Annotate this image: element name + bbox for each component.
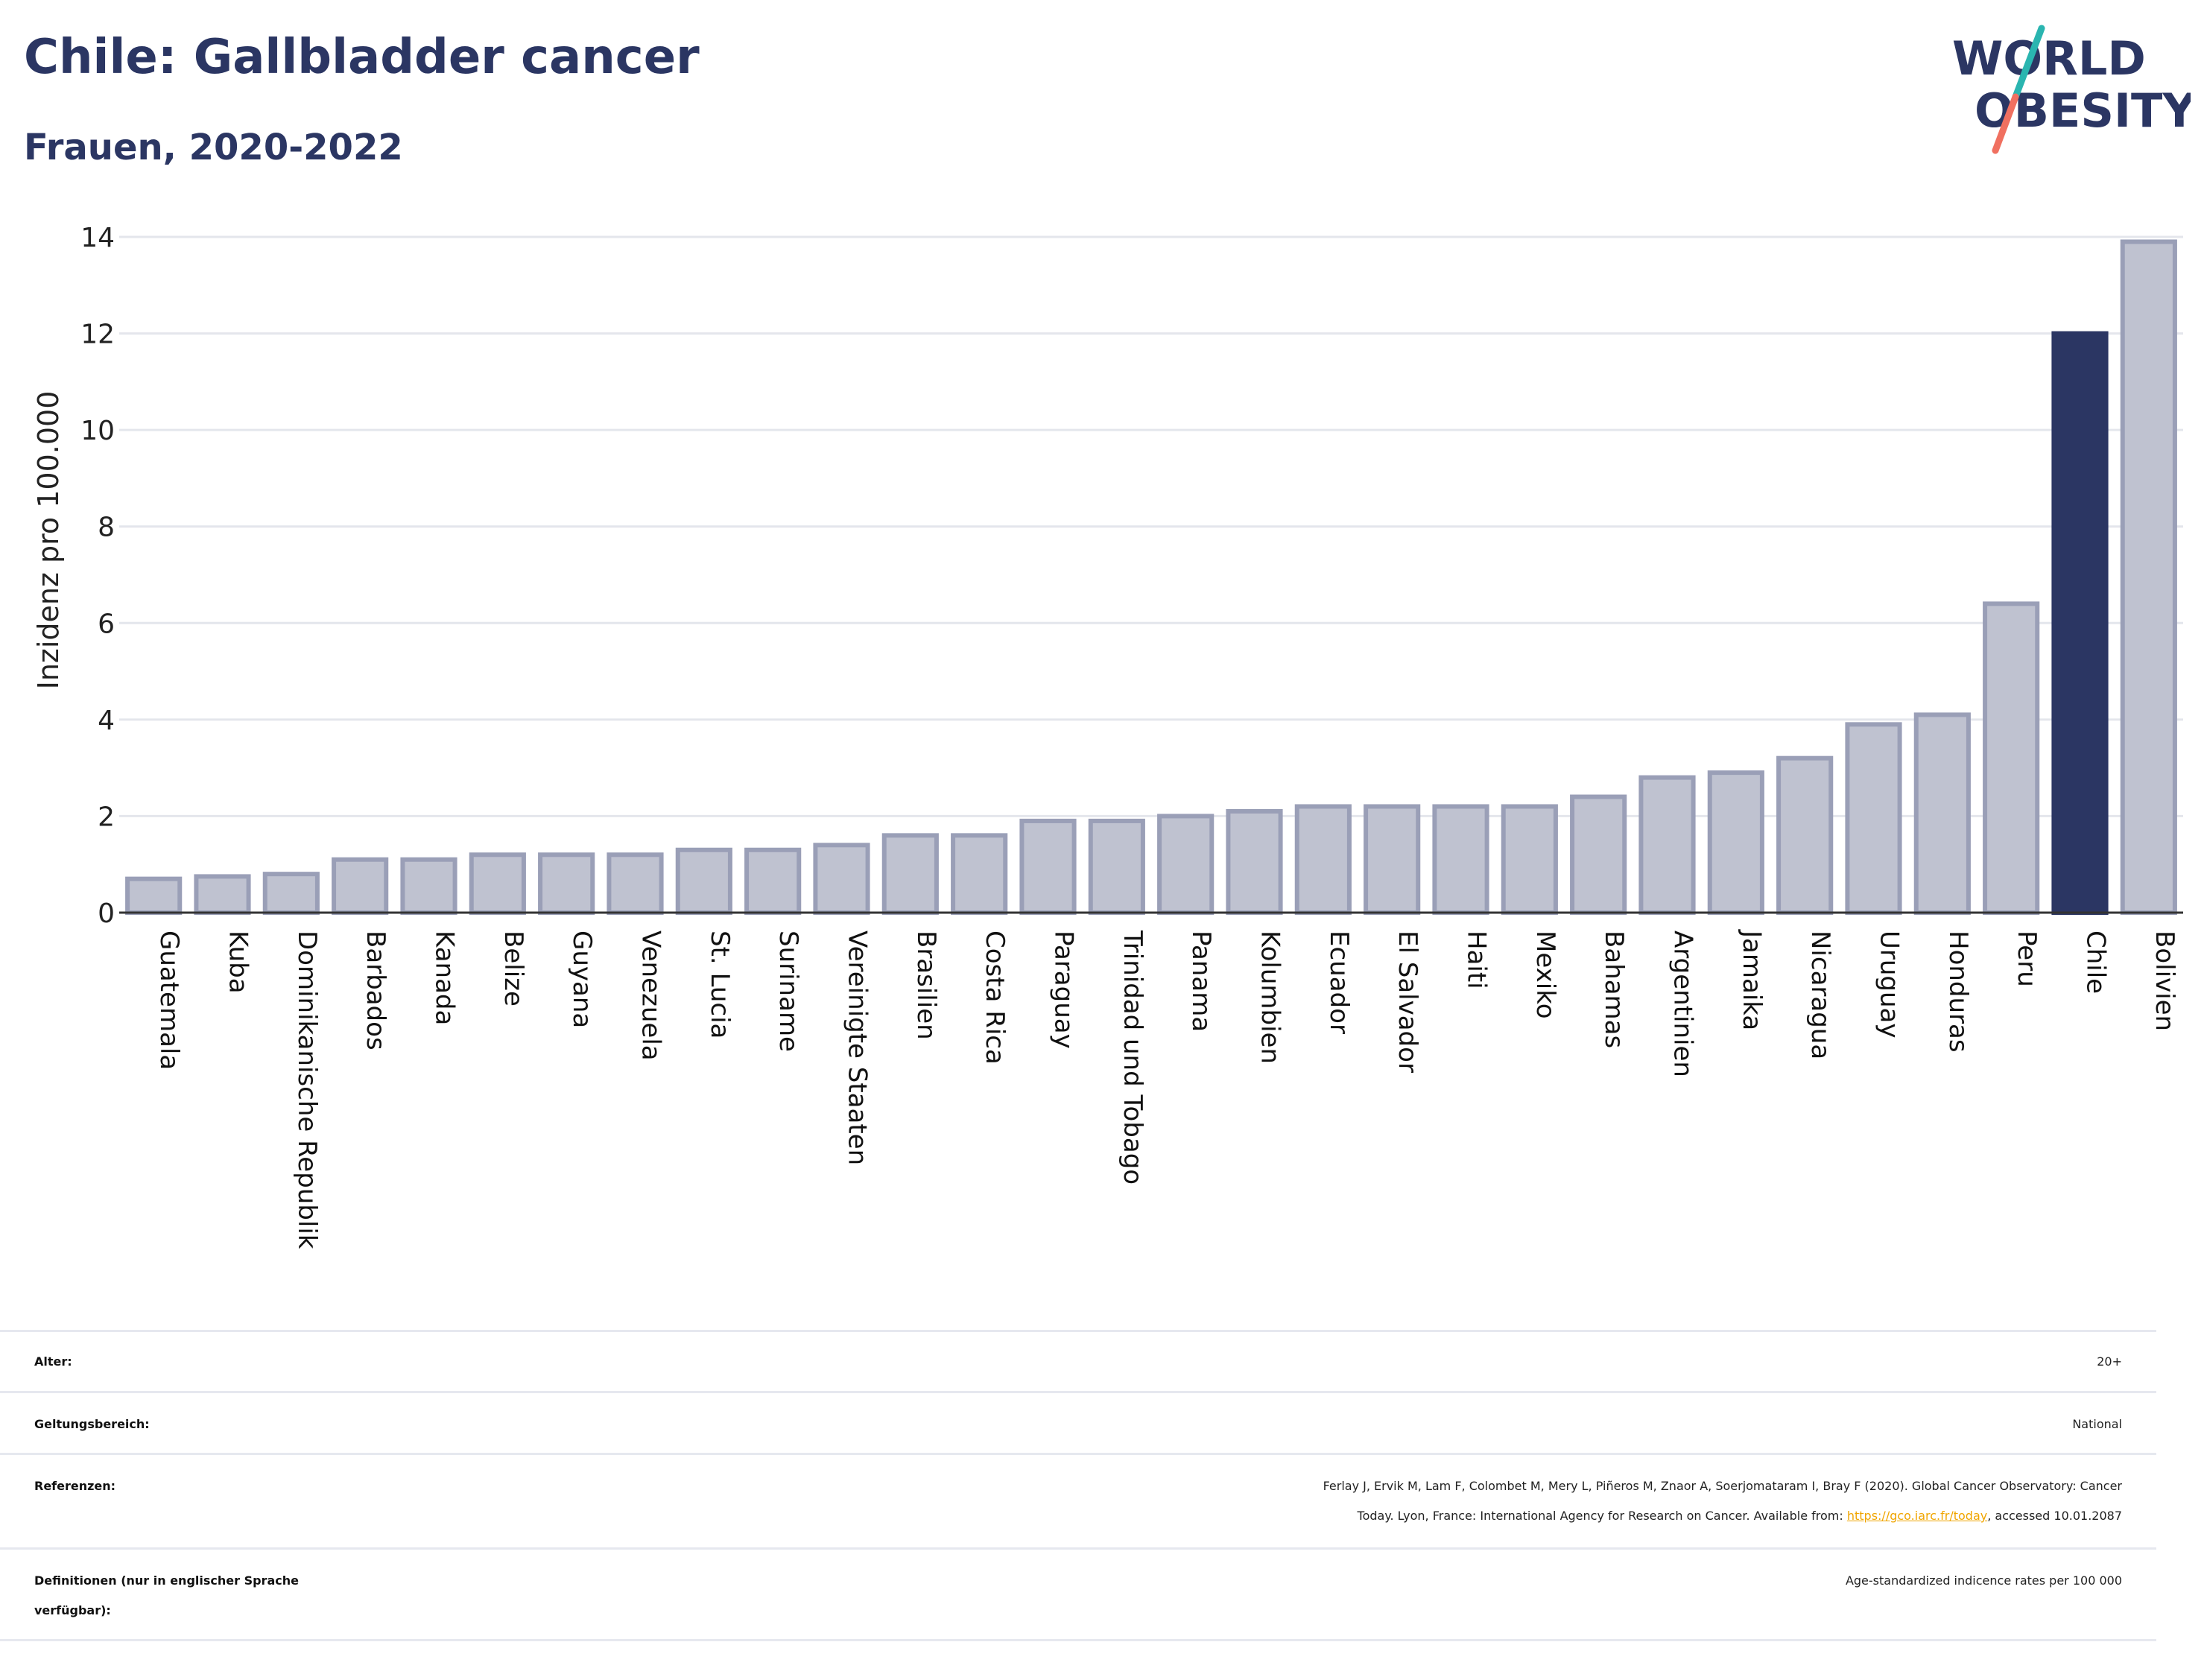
y-tick-label: 4 [98,706,115,736]
bar-barbados [332,857,389,915]
grid-lines [119,235,2183,817]
world-obesity-logo: WORLD OBESITY [1952,25,2191,154]
meta-row-scope: Geltungsbereich: National [0,1391,2156,1453]
y-tick-label: 12 [80,320,115,350]
x-tick-label: Mexiko [1530,931,1560,1019]
x-tick-label: Belize [498,931,528,1007]
bar-haiti [1432,804,1489,915]
bar-st-lucia [675,847,732,915]
bar-ecuador [1294,804,1352,915]
bar-uruguay [1845,722,1902,915]
y-tick-label: 8 [98,513,115,543]
y-tick-label: 10 [80,416,115,446]
bar-costa-rica [951,833,1008,916]
x-tick-label: Kanada [430,931,460,1025]
bar-dominikanische-republik [262,872,320,915]
x-tick-label: Ecuador [1324,931,1354,1034]
bar-kolumbien [1226,808,1283,915]
y-tick-labels: 0 2 4 6 8 10 12 14 [80,223,115,929]
x-tick-label: Guatemala [154,931,184,1070]
bar-mexiko [1501,804,1558,915]
bar-brasilien [881,833,939,916]
chart-subtitle: Frauen, 2020-2022 [24,127,403,168]
x-tick-label: St. Lucia [705,931,735,1039]
logo-slash-coral [1992,93,2019,154]
x-tick-label: Panama [1186,931,1216,1032]
bars [125,239,2177,916]
references-link[interactable]: https://gco.iarc.fr/today [1846,1509,1988,1523]
bar-bolivien [2120,239,2177,915]
references-line2-post: , accessed 10.01.2087 [1987,1509,2122,1523]
bar-nicaragua [1776,755,1834,916]
meta-row-references: Referenzen: Ferlay J, Ervik M, Lam F, Co… [0,1453,2156,1548]
x-tick-label: Bolivien [2150,931,2179,1031]
scope-label: Geltungsbereich: [34,1417,150,1431]
x-tick-label: Bahamas [1599,931,1629,1048]
age-value: 20+ [2097,1354,2122,1369]
bar-el-salvador [1364,804,1421,915]
x-tick-labels: Guatemala Kuba Dominikanische Republik Barb… [154,929,2179,1249]
x-tick-label: Venezuela [636,931,666,1061]
bar-chile [2051,331,2109,916]
bar-belize [469,852,526,916]
x-tick-label: Trinidad und Tobago [1118,930,1147,1185]
references-label: Referenzen: [34,1479,116,1493]
bar-kuba [194,874,251,916]
x-tick-label: Honduras [1943,931,1973,1053]
bar-argentinien [1638,775,1696,915]
bar-jamaika [1707,770,1764,916]
bar-peru [1983,601,2040,915]
logo-line1: WORLD [1952,31,2146,86]
bar-paraguay [1019,818,1077,915]
bar-bahamas [1570,794,1627,915]
references-line2-pre: Today. Lyon, France: International Agenc… [1357,1509,1847,1523]
bar-venezuela [607,852,664,916]
x-tick-label: Nicaragua [1805,931,1835,1059]
age-label: Alter: [34,1354,72,1369]
bar-trinidad-und-tobago [1088,818,1145,915]
definitions-value: Age-standardized indicence rates per 100… [1845,1573,2122,1588]
y-tick-label: 2 [98,802,115,832]
chart-title: Chile: Gallbladder cancer [24,30,700,85]
bar-guatemala [125,876,183,916]
bar-kanada [400,857,457,915]
x-tick-label: Dominikanische Republik [292,931,322,1249]
scope-value: National [2072,1417,2122,1431]
meta-row-age: Alter: 20+ [0,1330,2156,1392]
x-tick-label: Paraguay [1049,931,1079,1049]
x-tick-label: Kolumbien [1255,931,1285,1064]
references-value: Ferlay J, Ervik M, Lam F, Colombet M, Me… [1323,1471,2122,1531]
logo-slash-teal [2012,25,2045,101]
x-tick-label: Brasilien [911,931,941,1040]
definitions-label-line1: Definitionen (nur in englischer Sprache [34,1573,299,1588]
x-tick-label: Peru [2012,931,2042,987]
x-tick-label: Suriname [773,931,803,1052]
x-tick-label: Jamaika [1737,929,1767,1030]
y-tick-label: 0 [98,898,115,929]
x-tick-label: Haiti [1462,931,1492,989]
x-tick-label: Kuba [224,931,253,994]
x-tick-label: Chile [2081,931,2111,994]
x-tick-label: Costa Rica [980,931,1010,1065]
bar-honduras [1913,712,1971,916]
x-tick-label: Vereinigte Staaten [843,931,873,1165]
x-tick-label: Barbados [361,931,390,1050]
y-tick-label: 6 [98,609,115,639]
y-axis-label: Inzidenz pro 100.000 [32,391,65,690]
bar-panama [1157,814,1215,916]
bar-vereinigte-staaten [813,843,870,916]
bar-guyana [538,852,595,916]
y-tick-label: 14 [80,223,115,253]
x-tick-label: Guyana [567,931,597,1028]
bar-chart: 0 2 4 6 8 10 12 14 Guatemala Kuba Dominikanische … [32,223,2183,1249]
meta-row-definitions: Definitionen (nur in englischer Sprache … [0,1547,2156,1641]
x-tick-label: El Salvador [1393,931,1422,1073]
references-line2: Today. Lyon, France: International Agenc… [1323,1501,2122,1531]
references-line1: Ferlay J, Ervik M, Lam F, Colombet M, Me… [1323,1479,2122,1493]
bar-suriname [744,847,802,915]
x-tick-label: Uruguay [1875,931,1904,1039]
definitions-label-line2: verfügbar): [34,1603,111,1617]
x-tick-label: Argentinien [1668,931,1698,1077]
definitions-label: Definitionen (nur in englischer Sprache … [34,1566,299,1626]
